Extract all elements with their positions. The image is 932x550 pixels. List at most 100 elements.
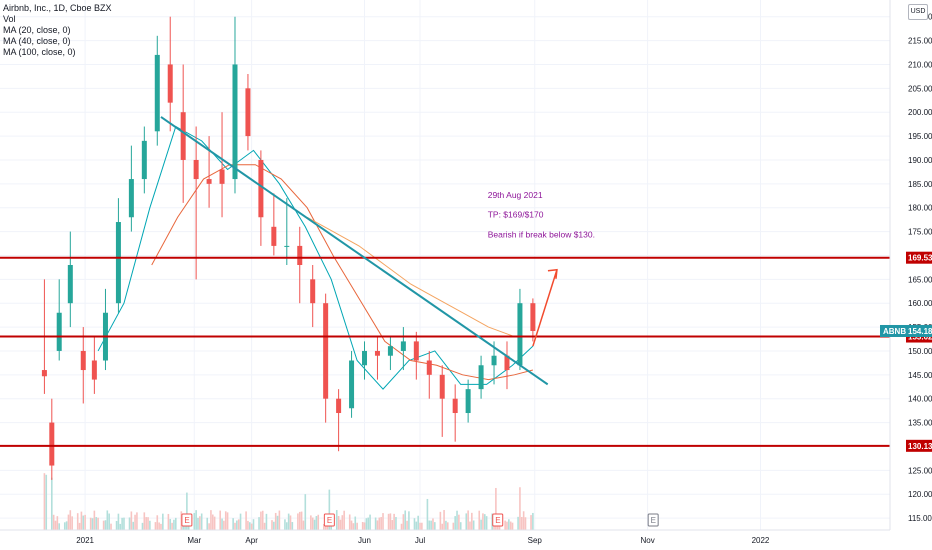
candle-body bbox=[452, 398, 458, 414]
volume-bar bbox=[278, 510, 281, 530]
candle-body bbox=[323, 303, 329, 399]
price-tick-label: 190.00 bbox=[908, 156, 932, 165]
volume-bar bbox=[45, 474, 48, 530]
volume-bar bbox=[413, 518, 416, 530]
volume-bar bbox=[158, 522, 160, 530]
volume-bar bbox=[143, 512, 146, 530]
candle-body bbox=[206, 179, 212, 184]
price-tick-label: 165.00 bbox=[908, 275, 932, 284]
volume-bar bbox=[452, 522, 455, 530]
volume-bar bbox=[117, 513, 120, 530]
candle-body bbox=[180, 112, 186, 160]
level-price-tag-label: 130.13 bbox=[908, 442, 932, 451]
volume-bar bbox=[263, 522, 266, 530]
volume-bar bbox=[78, 522, 81, 530]
volume-bar bbox=[287, 513, 290, 530]
volume-bar bbox=[456, 510, 458, 530]
volume-bar bbox=[404, 510, 407, 530]
candle-body bbox=[154, 54, 160, 132]
candle-body bbox=[56, 312, 62, 351]
time-tick-label: 2022 bbox=[752, 536, 770, 545]
volume-bar bbox=[211, 514, 214, 530]
candle-body bbox=[271, 226, 277, 246]
projection-arrow bbox=[532, 269, 558, 347]
volume-bar bbox=[524, 517, 527, 530]
volume-bar bbox=[121, 517, 123, 530]
volume-bar bbox=[58, 523, 61, 530]
volume-bar bbox=[134, 514, 136, 530]
candle-body bbox=[465, 389, 471, 414]
volume-bar bbox=[478, 510, 481, 530]
candle-body bbox=[258, 159, 264, 218]
volume-bar bbox=[311, 517, 314, 530]
last-price-tag bbox=[906, 324, 932, 337]
annotation-date: 29th Aug 2021 bbox=[488, 190, 543, 200]
volume-bar bbox=[522, 511, 525, 530]
volume-bar bbox=[369, 514, 371, 530]
volume-bar bbox=[389, 513, 392, 530]
candle-body bbox=[387, 346, 393, 356]
price-tick-label: 205.00 bbox=[908, 84, 932, 93]
volume-bar bbox=[415, 521, 418, 530]
candle-body bbox=[362, 350, 368, 366]
volume-bar bbox=[439, 511, 442, 530]
annotation-bearish: Bearish if break below $130. bbox=[488, 229, 595, 239]
volume-bar bbox=[43, 473, 46, 530]
volume-bar bbox=[458, 514, 460, 530]
candle-body bbox=[400, 341, 406, 351]
candle-body bbox=[284, 245, 290, 247]
volume-bar bbox=[284, 519, 286, 530]
candle-body bbox=[141, 140, 147, 180]
volume-bar bbox=[426, 498, 429, 530]
level-price-tag-label: 153.02 bbox=[908, 333, 932, 342]
volume-bar bbox=[406, 520, 408, 530]
price-tick-label: 215.00 bbox=[908, 37, 932, 46]
legend-ma40[interactable]: MA (40, close, 0) bbox=[3, 36, 71, 46]
volume-bar bbox=[108, 513, 110, 530]
volume-bar bbox=[517, 516, 519, 530]
volume-bar bbox=[93, 510, 96, 530]
candle-body bbox=[91, 360, 97, 380]
volume-bar bbox=[485, 516, 488, 530]
volume-bar bbox=[110, 523, 112, 530]
volume-bar bbox=[106, 510, 109, 530]
candle-body bbox=[193, 159, 199, 180]
volume-bar bbox=[428, 520, 431, 530]
volume-bar bbox=[508, 519, 510, 530]
chart-legend: Airbnb, Inc., 1D, Cboe BZX Vol MA (20, c… bbox=[3, 3, 112, 58]
volume-bar bbox=[274, 512, 277, 530]
volume-bar bbox=[417, 515, 419, 530]
legend-ma20[interactable]: MA (20, close, 0) bbox=[3, 25, 71, 35]
volume-bar bbox=[300, 511, 303, 530]
volume-bar bbox=[162, 513, 164, 530]
legend-symbol[interactable]: Airbnb, Inc., 1D, Cboe BZX bbox=[3, 3, 112, 13]
volume-bar bbox=[226, 512, 229, 530]
volume-bar bbox=[400, 523, 403, 530]
candle-body bbox=[245, 88, 251, 137]
time-tick-label: 2021 bbox=[76, 536, 94, 545]
legend-ma100[interactable]: MA (100, close, 0) bbox=[3, 47, 76, 57]
earnings-marker-label: E bbox=[327, 516, 332, 525]
volume-bar bbox=[328, 489, 331, 530]
legend-vol[interactable]: Vol bbox=[3, 14, 16, 24]
volume-bar bbox=[419, 522, 421, 530]
price-tick-label: 175.00 bbox=[908, 228, 932, 237]
time-tick-label: Nov bbox=[640, 536, 654, 545]
volume-bar bbox=[174, 517, 177, 530]
candle-body bbox=[219, 169, 225, 184]
volume-bar bbox=[51, 477, 53, 530]
currency-button[interactable]: USD bbox=[908, 4, 928, 20]
volume-bar bbox=[289, 515, 292, 530]
volume-bar bbox=[252, 519, 255, 530]
volume-bar bbox=[186, 492, 188, 530]
volume-bar bbox=[483, 514, 486, 530]
symbol-tag-label: ABNB bbox=[883, 327, 906, 336]
volume-bar bbox=[285, 522, 288, 530]
volume-bar bbox=[223, 520, 225, 530]
volume-bar bbox=[469, 521, 471, 530]
volume-bar bbox=[459, 522, 462, 530]
volume-bar bbox=[52, 514, 55, 530]
volume-bar bbox=[519, 487, 521, 530]
ma-line-1 bbox=[151, 164, 534, 381]
